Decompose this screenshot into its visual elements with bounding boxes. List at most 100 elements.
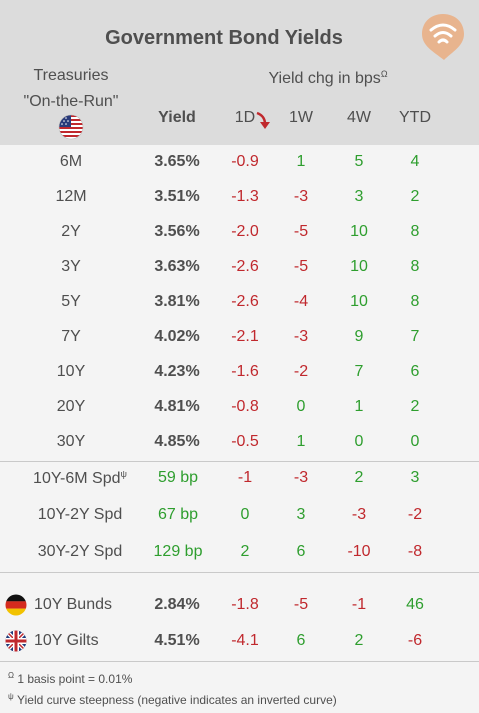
- change-4w: 5: [354, 153, 364, 170]
- down-arrow-icon: [256, 111, 270, 129]
- column-1d: 1D: [234, 109, 256, 126]
- change-1w: 1: [296, 433, 306, 450]
- change-1d: -2.6: [231, 258, 259, 275]
- column-yield: Yield: [158, 109, 196, 126]
- change-4w: 3: [354, 188, 364, 205]
- tenor-label: 20Y: [56, 398, 86, 415]
- yield-value: 4.23%: [154, 363, 200, 380]
- table-row: 30Y-2Y Spd 129 bp 2 6 -10 -8: [0, 535, 479, 572]
- spread-label: 30Y-2Y Spd: [0, 543, 160, 561]
- change-1d: -4.1: [231, 632, 259, 649]
- divider: [0, 661, 479, 662]
- change-1d: -0.8: [231, 398, 259, 415]
- change-1w: -5: [293, 596, 309, 613]
- change-ytd: 2: [410, 398, 420, 415]
- change-1w: -4: [293, 293, 309, 310]
- change-4w: 10: [350, 258, 368, 275]
- change-1w: 1: [296, 153, 306, 170]
- column-ytd: YTD: [399, 109, 431, 126]
- change-1d: 2: [240, 543, 250, 560]
- table-row: 10Y-2Y Spd 67 bp 0 3 -3 -2: [0, 498, 479, 535]
- change-1d: -0.9: [231, 153, 259, 170]
- column-4w: 4W: [347, 109, 371, 126]
- change-4w: 10: [350, 223, 368, 240]
- change-ytd: -6: [407, 632, 423, 649]
- tenor-label: 3Y: [61, 258, 81, 275]
- spread-label-text: 10Y-6M Spd: [33, 470, 121, 487]
- spread-value: 129 bp: [153, 543, 203, 560]
- change-ytd: 8: [410, 293, 420, 310]
- change-1d: -2.1: [231, 328, 259, 345]
- change-ytd: 8: [410, 258, 420, 275]
- change-1d: 0: [240, 506, 250, 523]
- yield-change-label: Yield chg in bps: [268, 70, 381, 87]
- change-ytd: -2: [407, 506, 423, 523]
- table-row: 20Y 4.81% -0.8 0 1 2: [0, 390, 479, 425]
- change-4w: 10: [350, 293, 368, 310]
- yield-value: 3.56%: [154, 223, 200, 240]
- psi-superscript: ψ: [120, 469, 127, 479]
- tenor-label: 30Y: [56, 433, 86, 450]
- yield-value: 4.85%: [154, 433, 200, 450]
- tenor-label: 6M: [59, 153, 83, 170]
- table-row: 3Y 3.63% -2.6 -5 10 8: [0, 250, 479, 285]
- table-header: Government Bond Yields Treasuries "On-th…: [0, 0, 479, 145]
- yield-change-heading: Yield chg in bpsΩ: [218, 69, 438, 88]
- change-ytd: 6: [410, 363, 420, 380]
- country-bond-label: 10Y Bunds: [34, 596, 112, 613]
- uk-flag-icon: [5, 630, 27, 652]
- tenor-label: 2Y: [61, 223, 81, 240]
- table-row: 12M 3.51% -1.3 -3 3 2: [0, 180, 479, 215]
- change-1d: -1.6: [231, 363, 259, 380]
- change-1w: 3: [296, 506, 306, 523]
- germany-flag-icon: [5, 594, 27, 616]
- change-1d: -1: [237, 469, 253, 486]
- change-4w: -10: [347, 543, 371, 560]
- table-row: 6M 3.65% -0.9 1 5 4: [0, 145, 479, 180]
- spread-value: 67 bp: [157, 506, 199, 523]
- table-row: 10Y-6M Spdψ 59 bp -1 -3 2 3: [0, 461, 479, 498]
- divider: [0, 461, 479, 462]
- table-row: 10Y Gilts 4.51% -4.1 6 2 -6: [0, 624, 479, 659]
- change-1w: -3: [293, 188, 309, 205]
- change-4w: -3: [351, 506, 367, 523]
- change-1d: -0.5: [231, 433, 259, 450]
- wifi-logo-icon: [422, 14, 464, 60]
- footnote-curve-steepness: ψ Yield curve steepness (negative indica…: [8, 692, 337, 707]
- omega-superscript: Ω: [380, 69, 388, 79]
- yield-value: 2.84%: [154, 596, 200, 613]
- footnote-basis-point-text: 1 basis point = 0.01%: [17, 672, 133, 686]
- change-1w: 6: [296, 543, 306, 560]
- table-row: 5Y 3.81% -2.6 -4 10 8: [0, 285, 479, 320]
- change-4w: 2: [354, 632, 364, 649]
- change-1w: 6: [296, 632, 306, 649]
- change-4w: 1: [354, 398, 364, 415]
- spread-label: 10Y-6M Spdψ: [0, 469, 160, 488]
- yield-value: 4.51%: [154, 632, 200, 649]
- divider: [0, 572, 479, 573]
- change-4w: 9: [354, 328, 364, 345]
- change-4w: -1: [351, 596, 367, 613]
- change-ytd: 0: [410, 433, 420, 450]
- change-ytd: -8: [407, 543, 423, 560]
- change-1d: -2.0: [231, 223, 259, 240]
- yield-value: 3.51%: [154, 188, 200, 205]
- change-ytd: 7: [410, 328, 420, 345]
- on-the-run-heading: "On-the-Run": [23, 93, 119, 110]
- yield-value: 4.02%: [154, 328, 200, 345]
- tenor-label: 10Y: [56, 363, 86, 380]
- change-ytd: 4: [410, 153, 420, 170]
- yield-value: 3.65%: [154, 153, 200, 170]
- psi-symbol: ψ: [8, 692, 14, 701]
- change-ytd: 2: [410, 188, 420, 205]
- table-row: 30Y 4.85% -0.5 1 0 0: [0, 425, 479, 460]
- spread-label-text: 10Y-2Y Spd: [37, 506, 123, 523]
- tenor-label: 7Y: [61, 328, 81, 345]
- change-4w: 0: [354, 433, 364, 450]
- change-4w: 2: [354, 469, 364, 486]
- yield-value: 3.81%: [154, 293, 200, 310]
- spread-label-text: 30Y-2Y Spd: [37, 543, 123, 560]
- change-ytd: 3: [410, 469, 420, 486]
- table-row: 2Y 3.56% -2.0 -5 10 8: [0, 215, 479, 250]
- change-1w: -2: [293, 363, 309, 380]
